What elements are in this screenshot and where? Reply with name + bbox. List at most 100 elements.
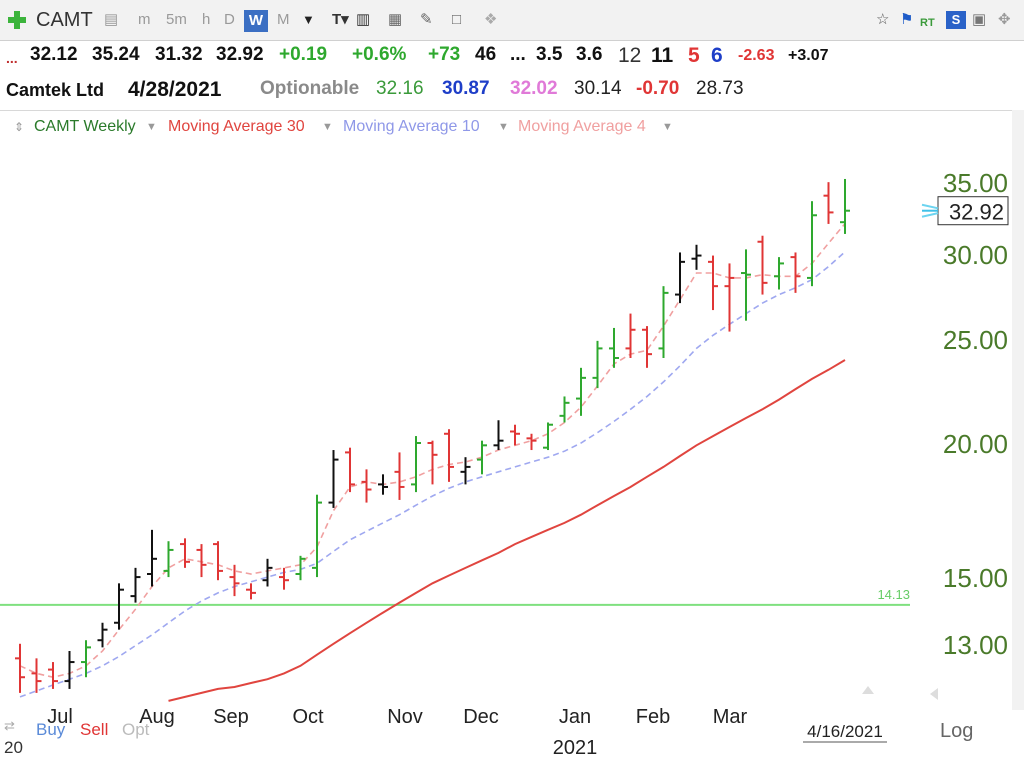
ohlc-bar: [642, 326, 652, 368]
text-tool-icon[interactable]: T▾: [332, 11, 349, 28]
flag-icon[interactable]: ⚑: [900, 11, 914, 28]
x-tick-label: Jul: [47, 706, 73, 728]
ohlc-bar: [394, 452, 405, 500]
ohlc-bar: [477, 440, 487, 475]
ohlc-bar: [361, 469, 372, 503]
bar-style-icon[interactable]: ▥: [356, 11, 371, 28]
draw-pencil-icon[interactable]: ✎: [420, 11, 433, 28]
sell-button[interactable]: Sell: [80, 720, 109, 739]
quote-close: 32.92: [216, 44, 264, 65]
ohlc-bar: [609, 327, 619, 368]
x-tick-label: Feb: [636, 706, 670, 728]
ohlc-bar: [774, 257, 784, 290]
ohlc-bar: [757, 235, 768, 295]
y-tick-label: 20.00: [943, 429, 1008, 459]
quote-open: 32.12: [30, 44, 78, 65]
legend-dropdown-icon[interactable]: ▼: [498, 121, 509, 133]
ohlc-bar: [229, 564, 240, 597]
year-label: 2021: [553, 737, 598, 759]
ohlc-bar: [741, 249, 751, 321]
ohlc-bar: [64, 651, 75, 689]
scroll-right-icon: [930, 688, 938, 700]
ohlc-bar: [543, 422, 553, 451]
ohlc-bar: [345, 447, 355, 493]
bars-icon[interactable]: ▤: [104, 11, 119, 28]
log-toggle[interactable]: Log: [940, 720, 974, 742]
quote-high: 35.24: [92, 44, 140, 65]
quote-v3: 3.5: [536, 44, 563, 65]
quote-v9: -2.63: [738, 47, 775, 64]
optionable-label: Optionable: [260, 78, 360, 99]
ohlc-bar: [130, 567, 141, 603]
scroll-up-icon: [862, 686, 874, 694]
interval-day[interactable]: D: [224, 11, 235, 28]
quote-v10: +3.07: [788, 47, 829, 64]
arrows-icon[interactable]: ⇄: [4, 718, 15, 733]
star-icon[interactable]: ☆: [876, 11, 890, 28]
ohlc-bar: [840, 178, 850, 234]
ohlc-bar: [411, 436, 421, 493]
ohlc-bar: [48, 662, 58, 689]
interval-week[interactable]: W: [244, 10, 268, 32]
legend-dropdown-icon[interactable]: ▼: [662, 121, 673, 133]
ohlc-bar: [444, 429, 454, 482]
legend-ma10[interactable]: Moving Average 10: [343, 118, 480, 135]
quote-ma-d: 30.14: [574, 78, 622, 99]
ma10-line: [19, 251, 846, 698]
buy-button[interactable]: Buy: [36, 720, 66, 739]
add-symbol-icon[interactable]: [6, 9, 28, 31]
move-icon[interactable]: ✥: [998, 11, 1011, 28]
quote-v2: 46: [475, 44, 497, 65]
ma30-line: [168, 359, 846, 702]
dropdown-icon[interactable]: ▼: [302, 12, 315, 27]
quote-low: 31.32: [155, 44, 203, 65]
link-icon[interactable]: ❖: [484, 11, 498, 28]
interval-month[interactable]: M: [277, 11, 290, 28]
quote-line-2: Camtek Ltd 4/28/2021 Optionable 32.16 30…: [0, 78, 1024, 108]
y-tick-label: 25.00: [943, 325, 1008, 355]
right-scrollbar[interactable]: [1012, 110, 1024, 710]
ohlc-bar: [526, 433, 537, 451]
quote-ma-e: -0.70: [636, 78, 680, 99]
s-menu-icon[interactable]: S: [946, 11, 966, 29]
ohlc-bar: [295, 555, 306, 581]
ohlc-bar: [180, 538, 190, 568]
ohlc-bar: [279, 567, 289, 590]
legend-collapse-icon[interactable]: ⇕: [14, 120, 25, 134]
ohlc-bar: [196, 544, 207, 578]
interval-minute[interactable]: m: [138, 11, 151, 28]
ohlc-bar: [246, 583, 256, 600]
y-tick-label: 13.00: [943, 630, 1008, 660]
price-marker-tick: [921, 203, 939, 210]
ohlc-bar: [97, 622, 108, 648]
ohlc-bar: [592, 340, 603, 389]
year-prefix: 20: [4, 738, 23, 757]
grid-icon[interactable]: ▦: [388, 11, 403, 28]
legend-ma30[interactable]: Moving Average 30: [168, 118, 305, 135]
quote-v5: 12: [618, 44, 642, 67]
symbol-field[interactable]: CAMT: [36, 9, 93, 31]
quote-v1: +73: [428, 44, 461, 65]
x-tick-label: Jan: [559, 706, 591, 728]
interval-5min[interactable]: 5m: [166, 11, 187, 28]
ohlc-bar: [807, 201, 817, 287]
quote-v7: 5: [688, 44, 700, 67]
ohlc-bar: [163, 541, 174, 578]
ohlc-bar: [114, 583, 124, 630]
note-icon[interactable]: □: [452, 11, 462, 28]
legend-dropdown-icon[interactable]: ▼: [146, 121, 157, 133]
interval-hour[interactable]: h: [202, 11, 211, 28]
quote-line-1: ... 32.12 35.24 31.32 32.92 +0.19 +0.6% …: [0, 44, 1024, 74]
legend-series-main[interactable]: CAMT Weekly: [34, 118, 136, 135]
ohlc-bar: [328, 450, 339, 508]
quote-ma-b: 30.87: [442, 78, 490, 99]
legend-dropdown-icon[interactable]: ▼: [322, 121, 333, 133]
ohlc-bar: [31, 658, 42, 693]
y-tick-label: 15.00: [943, 563, 1008, 593]
support-line-label: 14.13: [877, 587, 910, 602]
save-icon[interactable]: ▣: [972, 11, 987, 28]
price-marker-tick: [921, 212, 939, 218]
legend-ma4[interactable]: Moving Average 4: [518, 118, 646, 135]
opt-button[interactable]: Opt: [122, 720, 150, 739]
